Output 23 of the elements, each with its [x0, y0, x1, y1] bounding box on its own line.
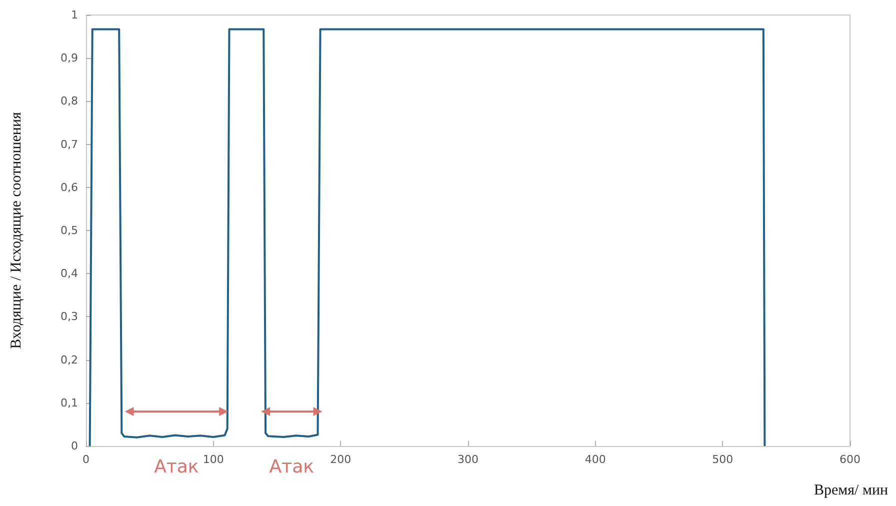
x-tick-label: 200 [330, 453, 352, 466]
y-tick-label: 0,4 [60, 267, 78, 280]
line-series [88, 28, 766, 447]
x-tick-label: 300 [458, 453, 478, 466]
y-tick-label: 0,3 [60, 310, 78, 324]
x-tick-label: 0 [82, 453, 90, 466]
y-tick-label: 0 [71, 440, 78, 452]
y-tick-label: 0,8 [60, 94, 78, 108]
x-tick-label: 400 [584, 453, 606, 466]
y-tick-label: 0,2 [60, 353, 78, 366]
y-tick-label: 0,9 [60, 52, 78, 65]
x-axis-title: Время/ мин [814, 482, 888, 498]
x-tick-label: 600 [840, 453, 860, 466]
text: Атак [269, 456, 314, 478]
x-tick-label: 100 [202, 453, 224, 466]
y-tick-label: 1 [71, 8, 78, 22]
x-tick-label: 500 [712, 453, 734, 466]
y-tick-label: 0,5 [60, 224, 78, 237]
text: Атак [154, 456, 199, 478]
y-tick-label: 0,1 [60, 396, 78, 410]
y-axis-title: Входящие / Исходящие соотношения [8, 112, 24, 349]
y-tick-label: 0,6 [60, 180, 78, 194]
y-tick-label: 0,7 [60, 138, 78, 151]
